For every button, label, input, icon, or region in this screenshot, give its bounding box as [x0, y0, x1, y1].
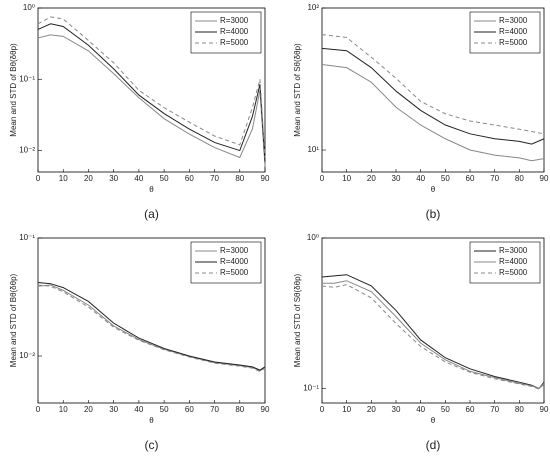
- y-axis-label: Mean and STD of Sθ(δθp): [293, 43, 302, 137]
- y-tick-label: 10²: [307, 3, 319, 12]
- x-tick-label: 30: [392, 405, 401, 414]
- y-tick-label: 10⁻¹: [19, 74, 35, 83]
- panel-label: (d): [426, 438, 441, 452]
- x-tick-label: 40: [134, 174, 143, 183]
- series-line: [321, 34, 545, 135]
- x-axis-label: θ: [431, 416, 436, 425]
- legend-label: R=5000: [220, 38, 249, 47]
- x-tick-label: 70: [490, 174, 499, 183]
- x-tick-label: 0: [320, 174, 325, 183]
- x-tick-label: 50: [441, 405, 450, 414]
- series-line: [37, 281, 266, 371]
- y-axis-label: Mean and STD of Sθ(δθp): [293, 273, 302, 367]
- x-tick-label: 20: [84, 405, 93, 414]
- legend-label: R=5000: [499, 268, 528, 277]
- y-tick-label: 10⁻¹: [303, 384, 319, 393]
- series-line: [37, 284, 266, 373]
- series-line: [37, 23, 266, 162]
- x-tick-label: 50: [160, 405, 169, 414]
- x-tick-label: 10: [342, 405, 351, 414]
- x-tick-label: 0: [320, 405, 325, 414]
- x-tick-label: 20: [367, 174, 376, 183]
- series-line: [322, 280, 545, 389]
- series-line: [321, 64, 545, 162]
- panel-label: (c): [145, 438, 159, 452]
- series-line: [321, 274, 545, 390]
- x-tick-label: 90: [261, 405, 270, 414]
- series-line: [37, 34, 266, 167]
- y-axis-label: Mean and STD of Bθ(δθp): [9, 43, 18, 137]
- legend-label: R=3000: [499, 246, 528, 255]
- x-tick-label: 30: [109, 174, 118, 183]
- x-tick-label: 0: [36, 405, 41, 414]
- legend-label: R=3000: [220, 16, 249, 25]
- panel-label: (a): [144, 207, 159, 221]
- series-line: [37, 16, 266, 158]
- x-tick-label: 90: [540, 405, 549, 414]
- x-tick-label: 0: [36, 174, 41, 183]
- x-tick-label: 40: [416, 405, 425, 414]
- x-tick-label: 40: [416, 174, 425, 183]
- x-tick-label: 60: [185, 405, 194, 414]
- y-axis-label: Mean and STD of Bθ(δθp): [9, 273, 18, 367]
- x-tick-label: 50: [441, 174, 450, 183]
- legend-label: R=3000: [499, 16, 528, 25]
- panel-label: (b): [426, 207, 441, 221]
- legend-label: R=3000: [220, 246, 249, 255]
- x-tick-label: 70: [490, 405, 499, 414]
- x-tick-label: 70: [210, 405, 219, 414]
- y-tick-label: 10⁻¹: [19, 233, 35, 242]
- legend-label: R=4000: [499, 257, 528, 266]
- x-tick-label: 40: [134, 405, 143, 414]
- y-tick-label: 10⁰: [23, 3, 35, 12]
- x-tick-label: 60: [466, 405, 475, 414]
- y-tick-label: 10⁻²: [19, 351, 35, 360]
- x-tick-label: 80: [235, 405, 244, 414]
- x-axis-label: θ: [149, 416, 154, 425]
- legend-label: R=5000: [499, 38, 528, 47]
- x-tick-label: 70: [210, 174, 219, 183]
- x-tick-label: 30: [392, 174, 401, 183]
- x-tick-label: 20: [367, 405, 376, 414]
- x-tick-label: 30: [109, 405, 118, 414]
- x-tick-label: 80: [515, 405, 524, 414]
- x-tick-label: 10: [59, 174, 68, 183]
- plot-frame: [321, 237, 545, 404]
- x-tick-label: 60: [466, 174, 475, 183]
- x-tick-label: 80: [515, 174, 524, 183]
- legend-label: R=4000: [220, 257, 249, 266]
- plot-frame: [37, 237, 266, 404]
- x-tick-label: 80: [235, 174, 244, 183]
- x-axis-label: θ: [431, 185, 436, 194]
- y-tick-label: 10⁰: [307, 233, 319, 242]
- y-tick-label: 10¹: [307, 145, 319, 154]
- x-tick-label: 20: [84, 174, 93, 183]
- series-line: [321, 284, 545, 390]
- x-tick-label: 90: [261, 174, 270, 183]
- plot-frame: [321, 7, 545, 173]
- x-tick-label: 50: [160, 174, 169, 183]
- legend-label: R=4000: [220, 27, 249, 36]
- x-axis-label: θ: [149, 185, 154, 194]
- y-tick-label: 10⁻²: [19, 146, 35, 155]
- x-tick-label: 10: [342, 174, 351, 183]
- legend-label: R=5000: [220, 268, 249, 277]
- plot-frame: [37, 7, 266, 173]
- series-line: [37, 284, 266, 372]
- x-tick-label: 90: [540, 174, 549, 183]
- legend-label: R=4000: [499, 27, 528, 36]
- x-tick-label: 60: [185, 174, 194, 183]
- series-line: [321, 47, 545, 145]
- x-tick-label: 10: [59, 405, 68, 414]
